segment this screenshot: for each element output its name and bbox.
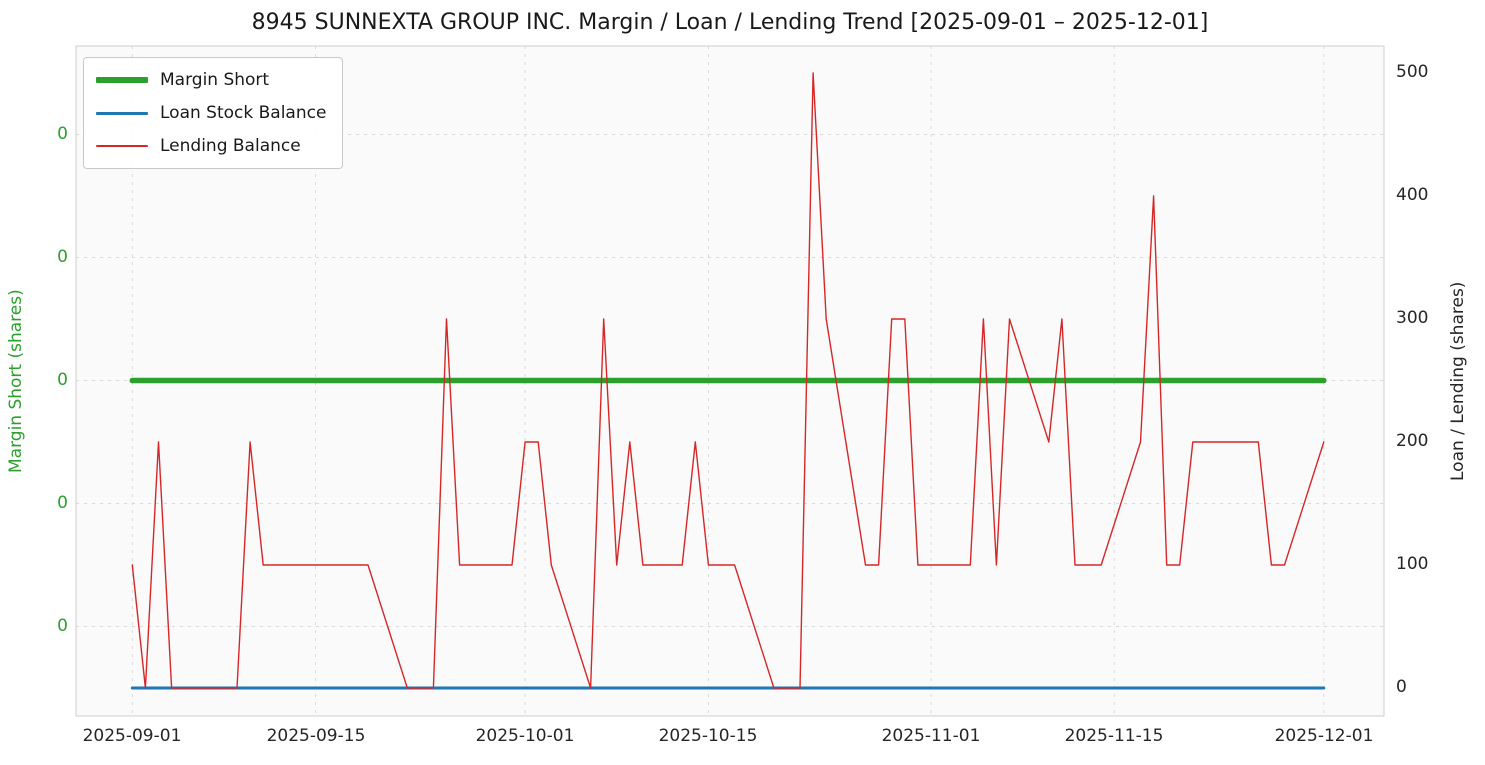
series-line-lending-balance (131, 72, 1325, 689)
legend-item-loan-stock-balance: Loan Stock Balance (96, 101, 326, 125)
x-tick-label: 2025-09-01 (82, 726, 182, 746)
chart-title: 8945 SUNNEXTA GROUP INC. Margin / Loan /… (251, 10, 1209, 35)
legend-label-lending-balance: Lending Balance (160, 136, 301, 156)
right-y-axis-label: Loan / Lending (shares) (1448, 281, 1468, 481)
margin-short-line-icon (96, 77, 148, 83)
legend-item-lending-balance: Lending Balance (96, 134, 326, 158)
left-y-tick-label: 0 (57, 370, 68, 390)
left-y-tick-label: 0 (57, 124, 68, 144)
left-y-tick-label: 0 (57, 616, 68, 636)
x-tick-label: 2025-11-01 (881, 726, 981, 746)
x-tick-label: 2025-10-01 (475, 726, 575, 746)
x-tick-label: 2025-12-01 (1274, 726, 1374, 746)
right-y-tick-label: 100 (1396, 554, 1429, 574)
legend: Margin Short Loan Stock Balance Lending … (83, 57, 344, 169)
loan-stock-balance-line-icon (96, 111, 148, 115)
lending-balance-line-icon (96, 145, 148, 147)
left-y-tick-label: 0 (57, 493, 68, 513)
x-tick-label: 2025-10-15 (658, 726, 758, 746)
right-y-tick-label: 300 (1396, 308, 1429, 328)
left-y-tick-label: 0 (57, 247, 68, 267)
legend-item-margin-short: Margin Short (96, 68, 326, 92)
right-y-tick-label: 200 (1396, 431, 1429, 451)
legend-label-margin-short: Margin Short (160, 70, 270, 90)
x-tick-label: 2025-11-15 (1064, 726, 1164, 746)
right-y-tick-label: 400 (1396, 185, 1429, 205)
x-tick-label: 2025-09-15 (266, 726, 366, 746)
right-y-tick-label: 0 (1396, 677, 1407, 697)
right-y-tick-label: 500 (1396, 62, 1429, 82)
plot-border (75, 45, 1385, 717)
legend-label-loan-stock-balance: Loan Stock Balance (160, 103, 327, 123)
